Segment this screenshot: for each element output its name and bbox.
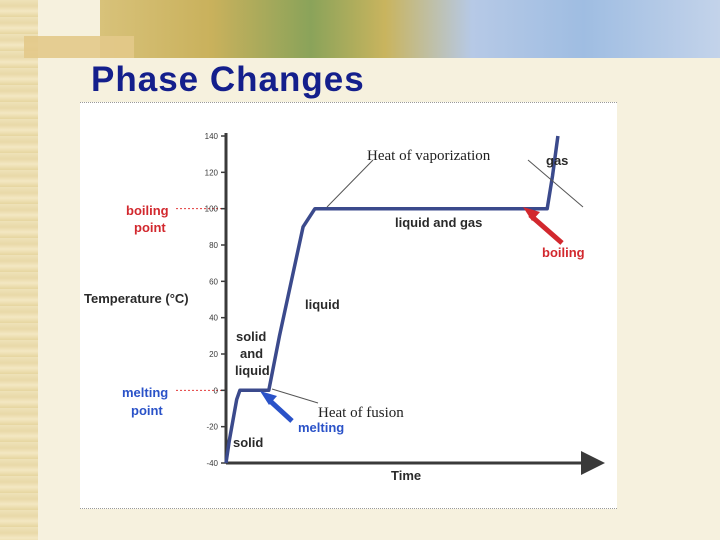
slide-title: Phase Changes (91, 60, 365, 99)
y-tick-label: 20 (209, 350, 218, 359)
region-label-liquid: liquid (305, 297, 340, 312)
paper-texture-background (0, 0, 38, 540)
phase-change-chart: 140 120 100 80 60 40 20 0 -20 -40 Temperature (°C… (84, 132, 605, 483)
region-label-solid-liquid-2: and (240, 346, 263, 361)
melting-arrow (266, 397, 294, 423)
fusion-callout-line (271, 388, 319, 404)
region-label-solid: solid (233, 435, 263, 450)
heating-curve (224, 135, 560, 464)
y-tick-label: 0 (214, 386, 219, 395)
vaporization-callout-line-2 (527, 159, 584, 208)
y-tick-label: 100 (205, 205, 219, 214)
melting-point-label-line2: point (131, 403, 163, 418)
region-label-gas: gas (546, 153, 568, 168)
y-tick-label: 140 (205, 132, 219, 141)
boiling-point-label-line1: boiling (126, 203, 169, 218)
region-label-solid-liquid-3: liquid (235, 363, 270, 378)
decorative-strip (24, 36, 134, 58)
y-axis-title: Temperature (°C) (84, 291, 189, 306)
heat-of-fusion-label: Heat of fusion (318, 405, 404, 421)
melting-label: melting (298, 420, 344, 435)
y-tick-labels: 140 120 100 80 60 40 20 0 -20 -40 (205, 132, 219, 468)
y-tick-label: 40 (209, 314, 218, 323)
y-tick-label: 60 (209, 277, 218, 286)
y-tick-label: 80 (209, 241, 218, 250)
vaporization-callout-line (326, 159, 374, 208)
chart-frame: 140 120 100 80 60 40 20 0 -20 -40 Temperature (°C… (80, 102, 617, 509)
x-axis-title: Time (391, 468, 421, 483)
melting-arrow-head (260, 391, 277, 405)
melting-point-label-line1: melting (122, 385, 168, 400)
boiling-arrow-head (523, 207, 540, 221)
y-tick-label: -20 (206, 423, 218, 432)
region-label-liquid-gas: liquid and gas (395, 215, 482, 230)
boiling-arrow (528, 213, 564, 245)
region-label-solid-liquid-1: solid (236, 329, 266, 344)
y-tick-marks (221, 135, 226, 464)
decorative-banner (100, 0, 720, 58)
y-tick-label: 120 (205, 168, 219, 177)
boiling-label: boiling (542, 245, 585, 260)
heat-of-vaporization-label: Heat of vaporization (367, 148, 491, 164)
boiling-point-label-line2: point (134, 220, 166, 235)
y-tick-label: -40 (206, 459, 218, 468)
